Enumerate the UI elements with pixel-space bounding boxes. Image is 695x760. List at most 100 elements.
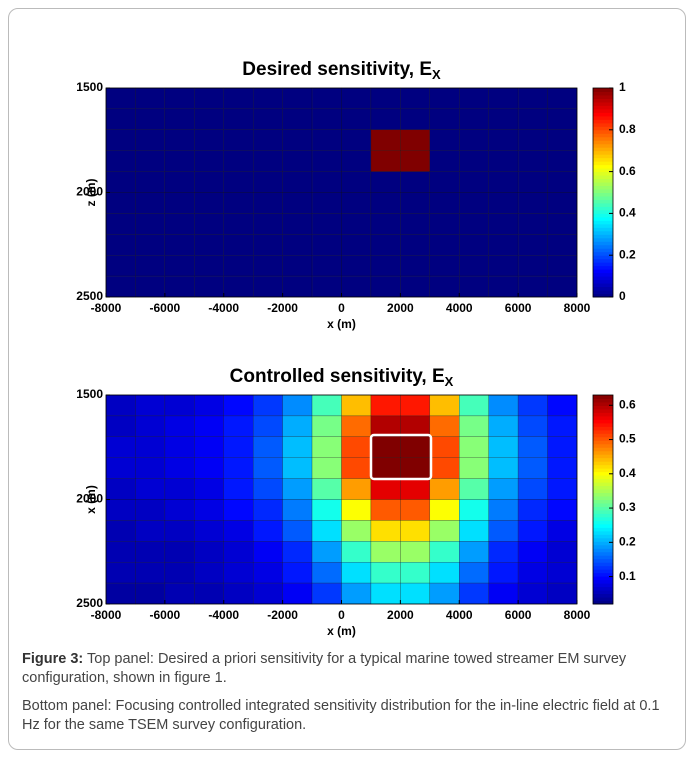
heat-cell: [135, 234, 166, 256]
heat-cell: [459, 87, 489, 110]
colorbar-step: [593, 398, 613, 403]
heat-cell: [429, 562, 460, 584]
heat-cell: [223, 541, 254, 563]
heat-cell: [488, 234, 519, 256]
heat-cell: [400, 234, 431, 256]
heat-cell: [341, 87, 372, 110]
heat-cell: [429, 457, 460, 479]
heat-cell: [135, 87, 166, 110]
heat-cell: [400, 478, 431, 500]
heat-cell: [282, 394, 313, 417]
heat-cell: [135, 275, 166, 298]
heat-cell: [547, 213, 578, 235]
colorbar-step: [593, 395, 613, 399]
heat-cell: [311, 213, 342, 235]
heat-cell: [400, 541, 431, 563]
heat-cell: [429, 478, 460, 500]
heat-cell: [517, 192, 548, 214]
heat-cell: [135, 499, 166, 521]
heat-cell: [459, 129, 489, 151]
figure-frame: [8, 8, 686, 750]
heat-cell: [164, 150, 195, 172]
heat-cell: [459, 541, 489, 563]
heat-cell: [488, 129, 519, 151]
colorbar-step: [593, 133, 613, 138]
colorbar-step: [593, 223, 613, 228]
heat-cell: [105, 234, 136, 256]
heat-cell: [252, 150, 283, 172]
heat-cell: [105, 275, 136, 298]
heat-cell: [400, 213, 431, 235]
heat-cell: [194, 582, 224, 605]
colorbar-step: [593, 499, 613, 504]
colorbar-tick-label: 1: [619, 80, 626, 94]
focus-outline: [369, 433, 433, 481]
colorbar-step: [593, 496, 613, 500]
x-tick-label: -8000: [91, 301, 122, 315]
heat-cell: [400, 192, 431, 214]
colorbar-step: [593, 265, 613, 270]
heat-cell: [164, 436, 195, 458]
colorbar-step: [593, 464, 613, 469]
heat-cell: [311, 275, 342, 298]
x-tick-label: -4000: [208, 301, 239, 315]
heat-cell: [370, 541, 401, 563]
heat-cell: [135, 520, 166, 542]
heat-cell: [370, 275, 401, 298]
heat-cell: [105, 478, 136, 500]
heat-cell: [488, 457, 519, 479]
colorbar-tick-label: 0.1: [619, 569, 636, 583]
colorbar-step: [593, 530, 613, 535]
heat-cell: [459, 254, 489, 277]
heat-cell: [164, 234, 195, 256]
colorbar-step: [593, 269, 613, 274]
colorbar-step: [593, 98, 613, 103]
heat-cell: [459, 394, 489, 417]
heat-cell: [223, 520, 254, 542]
heat-cell: [105, 254, 136, 277]
heat-cell: [105, 150, 136, 172]
heat-cell: [400, 129, 431, 151]
heat-cell: [252, 541, 283, 563]
heat-cell: [311, 415, 342, 437]
x-axis-label: x (m): [327, 624, 356, 638]
heat-cell: [223, 457, 254, 479]
colorbar-step: [593, 558, 613, 563]
colorbar-step: [593, 150, 613, 155]
heat-cell: [164, 520, 195, 542]
colorbar-step: [593, 178, 613, 183]
heat-cell: [194, 457, 224, 479]
colorbar-step: [593, 485, 613, 490]
colorbar-border: [592, 87, 614, 298]
heat-cell: [252, 520, 283, 542]
heat-cell: [223, 254, 254, 277]
heat-cell: [135, 129, 166, 151]
heat-cell: [488, 213, 519, 235]
heat-cell: [135, 541, 166, 563]
colorbar-step: [593, 412, 613, 417]
colorbar-step: [593, 426, 613, 431]
heat-cell: [400, 499, 431, 521]
colorbar-step: [593, 562, 613, 567]
heat-cell: [135, 150, 166, 172]
heat-cell: [252, 436, 283, 458]
heat-cell: [135, 562, 166, 584]
heat-cell: [252, 275, 283, 298]
caption-text: Top panel: Desired a priori sensitivity …: [22, 651, 627, 686]
heat-cell: [311, 499, 342, 521]
heat-cell: [282, 457, 313, 479]
colorbar-step: [593, 185, 613, 190]
heat-cell: [459, 457, 489, 479]
heat-cell: [311, 457, 342, 479]
heat-cell: [194, 520, 224, 542]
heat-cell: [370, 171, 401, 193]
heat-cell: [105, 541, 136, 563]
heat-cell: [311, 150, 342, 172]
heat-cell: [488, 436, 519, 458]
colorbar-step: [593, 161, 613, 166]
colorbar-tick-label: 0.6: [619, 397, 636, 411]
colorbar-step: [593, 244, 613, 249]
heat-cell: [282, 254, 313, 277]
colorbar-step: [593, 555, 613, 560]
heat-cell: [400, 415, 431, 437]
